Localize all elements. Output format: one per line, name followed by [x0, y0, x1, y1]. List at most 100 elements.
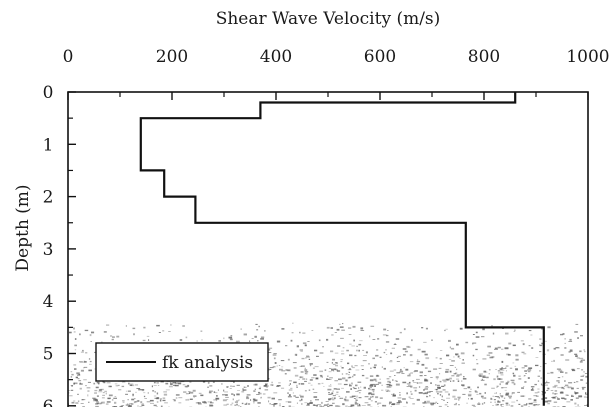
texture-speck [435, 390, 439, 393]
texture-speck [24, 371, 26, 373]
texture-speck [456, 374, 461, 376]
texture-speck [237, 390, 240, 391]
texture-speck [355, 369, 360, 371]
texture-speck [74, 349, 77, 351]
texture-speck [571, 395, 574, 397]
texture-speck [445, 371, 449, 373]
texture-speck [547, 387, 550, 390]
texture-speck [304, 371, 309, 373]
texture-speck [305, 357, 307, 359]
texture-speck [562, 333, 565, 335]
texture-speck [577, 337, 579, 339]
texture-speck [52, 366, 55, 367]
texture-speck [267, 369, 270, 371]
texture-speck [533, 404, 538, 405]
texture-speck [341, 387, 344, 389]
texture-speck [394, 380, 398, 382]
texture-speck [381, 389, 384, 391]
texture-speck [480, 379, 485, 381]
texture-speck [437, 392, 439, 395]
texture-speck [30, 368, 31, 369]
texture-speck [156, 382, 159, 384]
texture-speck [322, 346, 324, 348]
texture-speck [503, 387, 508, 389]
texture-speck [613, 341, 616, 342]
texture-speck [22, 343, 23, 345]
texture-speck [308, 389, 311, 391]
texture-speck [29, 338, 32, 339]
texture-speck [343, 383, 348, 386]
texture-speck [200, 330, 203, 332]
texture-speck [285, 345, 288, 347]
texture-speck [569, 349, 573, 352]
texture-speck [312, 404, 316, 406]
texture-speck [285, 369, 288, 371]
texture-speck [18, 361, 21, 362]
texture-speck [335, 393, 339, 395]
texture-speck [31, 364, 34, 365]
texture-speck [35, 384, 36, 386]
texture-speck [254, 335, 257, 338]
texture-speck [455, 372, 458, 374]
texture-speck [419, 371, 423, 374]
texture-speck [310, 400, 312, 402]
texture-speck [478, 402, 480, 403]
texture-speck [582, 388, 585, 390]
texture-speck [236, 340, 240, 343]
texture-speck [133, 333, 135, 336]
texture-speck [439, 357, 442, 360]
texture-speck [371, 393, 375, 396]
texture-speck [557, 377, 561, 379]
texture-speck [39, 386, 43, 387]
texture-speck [269, 369, 272, 370]
texture-speck [606, 350, 608, 351]
texture-speck [162, 397, 166, 399]
texture-speck [95, 405, 99, 407]
texture-speck [309, 402, 313, 404]
texture-speck [26, 385, 28, 386]
texture-speck [546, 349, 550, 352]
texture-speck [608, 395, 612, 396]
texture-speck [345, 373, 348, 375]
texture-speck [88, 358, 91, 360]
texture-speck [524, 381, 527, 383]
texture-speck [426, 396, 429, 398]
texture-speck [62, 377, 63, 378]
texture-speck [387, 390, 391, 392]
texture-speck [9, 389, 11, 390]
texture-speck [395, 338, 400, 340]
texture-speck [32, 392, 35, 394]
texture-speck [483, 370, 487, 373]
texture-speck [517, 391, 520, 393]
texture-speck [392, 379, 394, 381]
texture-speck [369, 379, 374, 382]
texture-speck [71, 385, 73, 387]
texture-speck [289, 380, 292, 382]
texture-speck [527, 371, 531, 373]
texture-speck [476, 393, 479, 395]
texture-speck [496, 396, 500, 398]
texture-speck [593, 404, 595, 406]
texture-speck [433, 402, 436, 405]
texture-speck [539, 351, 542, 353]
texture-speck [77, 400, 80, 402]
texture-speck [85, 385, 87, 387]
texture-speck [459, 327, 463, 330]
texture-speck [486, 354, 491, 356]
texture-speck [501, 360, 504, 363]
texture-speck [96, 401, 99, 403]
texture-speck [296, 386, 298, 388]
texture-speck [487, 345, 491, 348]
texture-speck [418, 386, 421, 388]
texture-speck [231, 393, 234, 395]
texture-speck [497, 370, 501, 372]
texture-speck [223, 337, 225, 340]
texture-speck [479, 392, 482, 395]
texture-speck [533, 405, 536, 407]
texture-speck [601, 373, 602, 374]
texture-speck [304, 402, 308, 404]
texture-speck [37, 368, 39, 369]
texture-speck [332, 398, 335, 401]
texture-speck [137, 405, 139, 407]
texture-speck [433, 397, 435, 399]
